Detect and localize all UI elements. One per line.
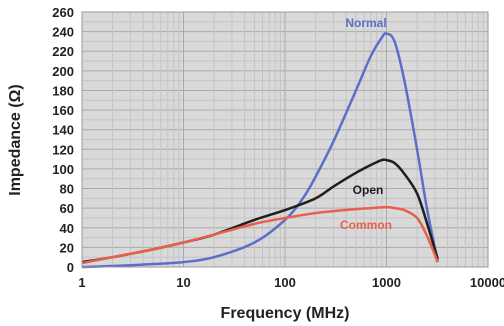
plot-border (81, 11, 489, 268)
x-tick-labels: 1 10 100 1000 10000 (78, 275, 504, 290)
y-tick-label: 120 (52, 142, 74, 157)
y-tick-label: 260 (52, 5, 74, 20)
y-tick-label: 80 (60, 182, 74, 197)
y-tick-label: 0 (67, 260, 74, 275)
series-line-normal (81, 32, 439, 269)
x-axis-title: Frequency (MHz) (221, 305, 350, 322)
y-tick-label: 200 (52, 64, 74, 79)
y-tick-label: 20 (60, 240, 74, 255)
y-tick-label: 180 (52, 83, 74, 98)
series-label-common: Common (340, 218, 392, 232)
y-tick-label: 160 (52, 103, 74, 118)
y-tick-labels: 0 20 40 60 80 100 120 140 160 180 200 220 240 260 (52, 5, 74, 275)
x-tick-label: 10 (176, 275, 190, 290)
series-labels: Normal Open Common (340, 16, 392, 232)
series-label-normal: Normal (345, 16, 386, 30)
y-axis-title: Impedance (Ω) (7, 84, 24, 196)
x-tick-label: 10000 (470, 275, 504, 290)
y-tick-label: 140 (52, 123, 74, 138)
y-tick-label: 60 (60, 201, 74, 216)
x-tick-label: 1 (78, 275, 85, 290)
x-tick-label: 1000 (372, 275, 401, 290)
series-label-open: Open (353, 183, 384, 197)
y-tick-label: 240 (52, 25, 74, 40)
y-tick-label: 40 (60, 221, 74, 236)
y-tick-label: 100 (52, 162, 74, 177)
series-lines (81, 32, 439, 269)
y-tick-label: 220 (52, 44, 74, 59)
x-tick-label: 100 (274, 275, 296, 290)
series-line-common (81, 205, 439, 265)
